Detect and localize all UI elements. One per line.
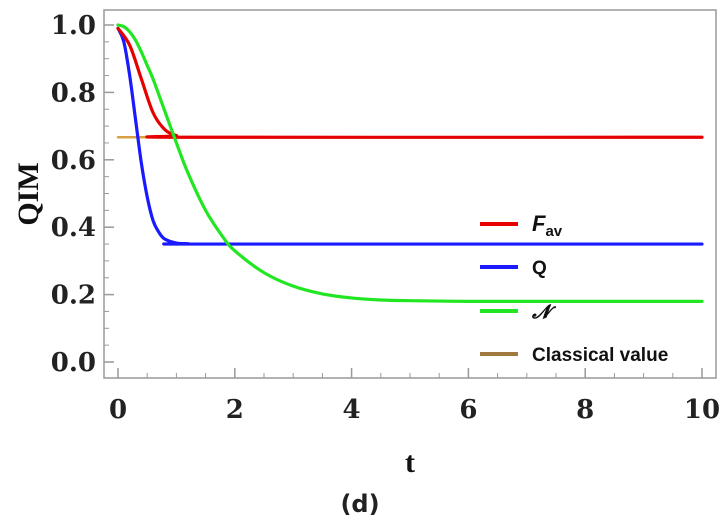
x-tick-label: 8	[576, 395, 594, 425]
x-tick-label: 0	[109, 395, 127, 425]
legend-entry: Q	[532, 258, 547, 279]
legend-entry: 𝓝	[531, 302, 557, 323]
x-axis-label: t	[405, 446, 415, 479]
y-tick-labels: 0.0 0.2 0.4 0.6 0.8 1.0	[51, 11, 96, 378]
series-line-f-av	[116, 26, 704, 139]
y-tick-label: 0.8	[51, 78, 96, 108]
x-tick-label: 10	[684, 395, 720, 425]
x-tick-label: 4	[343, 395, 361, 425]
axis-ticks	[104, 24, 703, 378]
series-lines	[116, 23, 704, 303]
panel-label: (d)	[340, 490, 379, 518]
x-tick-label: 6	[459, 395, 477, 425]
series-line-n	[116, 23, 704, 303]
x-tick-labels: 0 2 4 6 8 10	[109, 395, 720, 425]
y-axis-label: QIM	[12, 162, 45, 225]
y-tick-label: 0.2	[51, 281, 96, 311]
legend-entry: Fav	[532, 211, 563, 240]
series-line-q	[116, 26, 704, 246]
y-tick-label: 1.0	[51, 11, 96, 41]
legend: Fav Q 𝓝 Classical value	[480, 211, 668, 366]
y-tick-label: 0.4	[51, 213, 96, 243]
y-tick-label: 0.0	[51, 348, 96, 378]
legend-entry: Classical value	[532, 345, 668, 366]
x-tick-label: 2	[226, 395, 244, 425]
y-tick-label: 0.6	[51, 146, 96, 176]
